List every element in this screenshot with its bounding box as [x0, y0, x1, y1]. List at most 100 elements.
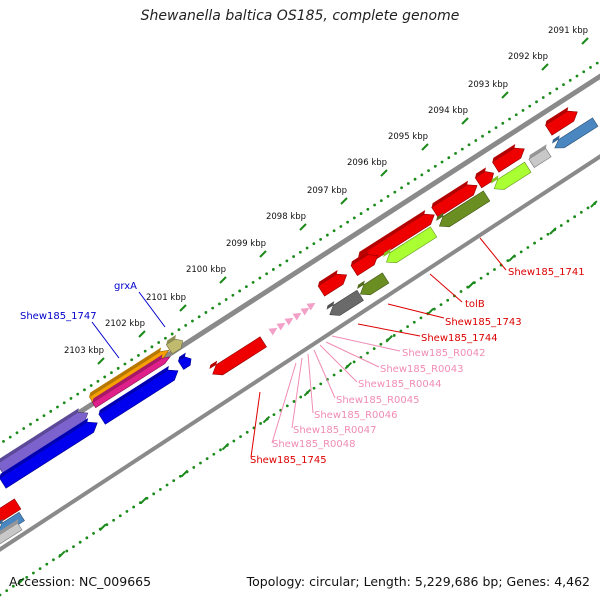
leader-line	[271, 362, 297, 444]
scale-dot	[379, 199, 383, 203]
scale-dot	[110, 371, 113, 375]
scale-label: 2098 kbp	[266, 212, 306, 222]
leader-line	[479, 237, 507, 271]
scale-dot	[339, 225, 343, 228]
leader-line	[307, 353, 314, 414]
scale-tick	[179, 304, 187, 312]
scale-dot	[245, 430, 249, 434]
scale-dot	[379, 342, 383, 346]
gene-label: Shew185_R0048	[272, 439, 356, 450]
gene-feature-red	[0, 498, 22, 522]
scale-dot	[548, 91, 552, 95]
scale-dot	[319, 382, 323, 386]
gene-feature-purple	[0, 408, 89, 475]
scale-dot	[432, 307, 436, 311]
leader-line	[357, 323, 421, 337]
scale-dot	[2, 440, 5, 443]
gene-features	[0, 106, 599, 546]
gene-label: Shew185_R0046	[314, 410, 398, 421]
rna-feature	[276, 322, 286, 331]
leader-line	[291, 357, 303, 429]
scale-dot	[562, 83, 565, 87]
scale-dot	[352, 360, 356, 364]
scale-dot	[433, 164, 437, 168]
scale-dot	[372, 347, 376, 351]
scale-dot	[271, 268, 275, 271]
scale-dot	[440, 160, 444, 164]
gene-label: tolB	[465, 299, 485, 310]
scale-dot	[191, 319, 194, 323]
scale-tick	[508, 254, 516, 262]
scale-dot	[29, 422, 32, 426]
scale-dot	[386, 194, 390, 198]
scale-dot	[272, 413, 276, 417]
scale-dot	[132, 505, 136, 509]
gene-labels: grxA Shew185_1747 Shew185_1741 tolB Shew185_…	[20, 267, 585, 466]
scale-dot	[373, 203, 376, 207]
gene-feature-red	[209, 336, 267, 376]
scale-dot	[212, 452, 216, 456]
gene-feature-light-gray	[0, 518, 23, 546]
leader-line	[138, 291, 166, 328]
scale-dot	[56, 405, 59, 409]
scale-dot	[239, 435, 242, 439]
scale-dot	[481, 134, 484, 138]
gene-feature-red	[350, 250, 379, 276]
scale-dot	[325, 233, 329, 237]
scale-tick	[138, 330, 146, 338]
scale-dot	[568, 78, 572, 82]
scale-dot	[406, 325, 410, 329]
scale-dot	[439, 303, 443, 307]
scale-tick	[299, 223, 307, 231]
scale-tick	[58, 550, 66, 559]
scale-label: 2094 kbp	[428, 106, 468, 116]
rna-feature	[284, 317, 294, 326]
scale-dot	[42, 414, 46, 418]
scale-dot	[5, 589, 9, 593]
gene-feature-magenta	[92, 354, 171, 409]
scale-dot	[15, 431, 19, 435]
scale-dot	[105, 523, 109, 527]
gene-feature-olive	[436, 190, 491, 228]
scale-dot	[103, 375, 107, 379]
scale-label: 2099 kbp	[226, 239, 266, 249]
scale-dot	[179, 474, 182, 478]
scale-dot	[204, 311, 208, 314]
rna-feature	[292, 312, 302, 321]
scale-tick	[262, 415, 271, 424]
scale-label: 2092 kbp	[508, 52, 548, 62]
gene-label: Shew185_1747	[20, 311, 97, 322]
scale-dot	[130, 358, 134, 362]
gene-label: Shew185_R0045	[336, 395, 420, 406]
rna-feature	[300, 307, 310, 316]
scale-dot	[35, 418, 39, 422]
scale-dot	[528, 104, 532, 108]
scale-tick	[461, 117, 469, 125]
scale-dot	[238, 289, 242, 293]
scale-tick	[501, 91, 509, 99]
scale-dot	[319, 237, 323, 241]
scale-tick	[590, 200, 598, 208]
scale-tick	[259, 250, 267, 258]
leader-line	[429, 273, 463, 303]
scale-dot	[486, 272, 490, 276]
scale-dot	[519, 250, 523, 254]
gene-feature-blue	[0, 418, 98, 489]
scale-dot	[22, 427, 26, 430]
scale-dot	[265, 272, 269, 276]
scale-dot	[493, 268, 496, 271]
scale-tick	[340, 197, 348, 205]
gene-feature-light-gray	[528, 144, 552, 169]
scale-dot	[125, 510, 129, 513]
scale-dot	[211, 306, 215, 310]
scale-dot	[392, 334, 396, 337]
scale-label: 2096 kbp	[347, 158, 387, 168]
scale-tick	[549, 227, 557, 235]
kbp-scale: 2091 kbp 2092 kbp 2093 kbp 2094 kbp 2095 kbp…	[0, 26, 599, 597]
scale-tick	[541, 63, 549, 71]
scale-dot	[118, 514, 122, 518]
scale-dot	[595, 61, 599, 65]
scale-tick	[581, 37, 589, 45]
